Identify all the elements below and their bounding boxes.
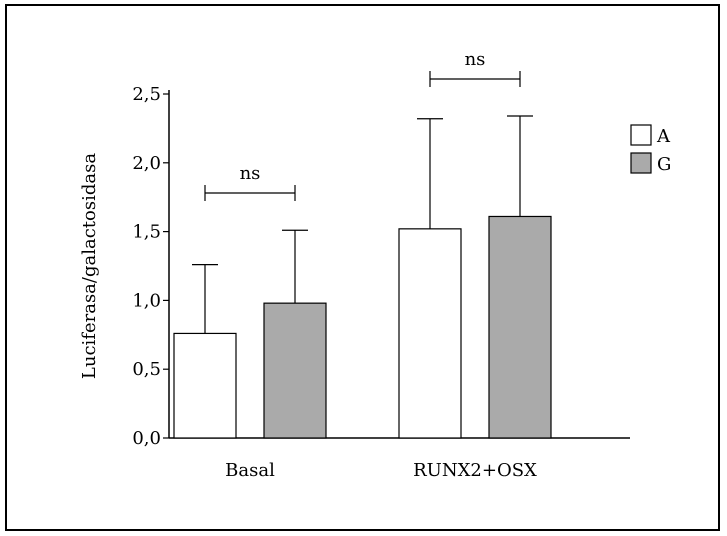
bar: [263, 302, 327, 439]
y-tick-label: 2,5: [132, 84, 161, 105]
bar: [398, 228, 462, 439]
legend-swatch: [630, 124, 652, 146]
y-axis-label: Luciferasa/galactosidasa: [79, 153, 100, 379]
bar-chart: Luciferasa/galactosidasa 0,0 0,5 1,0 1,5 2,0…: [79, 49, 671, 481]
y-tick-label: 2,0: [132, 153, 161, 174]
legend-label: G: [657, 154, 671, 175]
x-tick-label: RUNX2+OSX: [413, 460, 537, 481]
x-tick-label: Basal: [225, 460, 275, 481]
figure-frame: Luciferasa/galactosidasa 0,0 0,5 1,0 1,5 2,0…: [5, 4, 720, 531]
legend-swatch: [630, 152, 652, 174]
y-tick-label: 0,5: [132, 359, 161, 380]
legend-label: A: [656, 126, 671, 147]
bar: [173, 332, 237, 439]
y-tick-label: 1,5: [132, 222, 161, 243]
significance-label: ns: [240, 163, 261, 184]
y-tick-label: 0,0: [132, 428, 161, 449]
y-tick-label: 1,0: [132, 290, 161, 311]
bar: [488, 215, 552, 439]
significance-label: ns: [465, 49, 486, 70]
